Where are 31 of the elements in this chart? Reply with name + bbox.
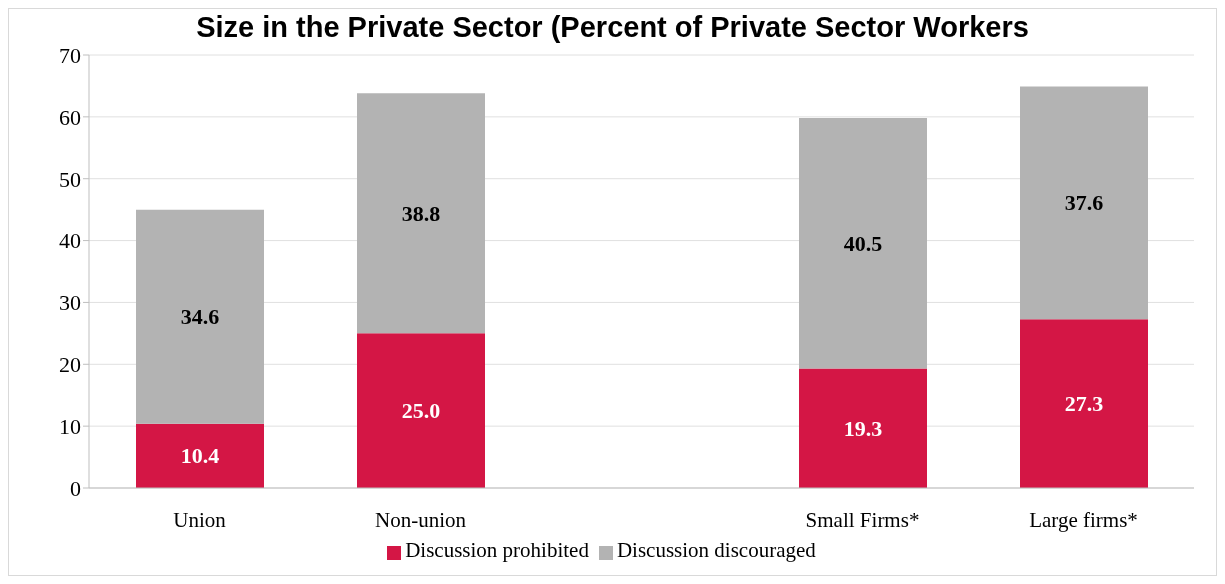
y-tick-label: 40 (59, 228, 81, 254)
x-tick-label: Large firms* (1029, 507, 1138, 532)
y-tick-label: 20 (59, 352, 81, 378)
x-tick-label: Small Firms* (805, 507, 920, 532)
bar (799, 368, 927, 488)
bar (357, 333, 485, 488)
bar (136, 209, 264, 424)
x-tick-label: Union (173, 507, 227, 532)
data-label: 34.6 (180, 304, 220, 330)
data-label: 37.6 (1064, 190, 1104, 216)
data-label: 27.3 (1064, 391, 1104, 417)
x-tick-label: Non-union (375, 507, 467, 532)
bar (357, 93, 485, 334)
bar (1020, 86, 1148, 320)
y-tick-label: 0 (70, 475, 81, 501)
y-tick-label: 10 (59, 413, 81, 439)
data-label: 38.8 (401, 200, 441, 226)
y-tick-label: 30 (59, 290, 81, 316)
data-label: 10.4 (180, 443, 220, 469)
data-label: 40.5 (843, 230, 883, 256)
bar (1020, 319, 1148, 488)
y-tick-label: 70 (59, 42, 81, 68)
legend-label: Discussion discouraged (616, 538, 816, 562)
legend-label: Discussion prohibited (405, 538, 589, 562)
bar (136, 423, 264, 488)
y-tick-label: 50 (59, 166, 81, 192)
y-tick-label: 60 (59, 104, 81, 130)
chart-title: Size in the Private Sector (Percent of Private Sector Workers (196, 11, 1029, 43)
data-label: 19.3 (843, 415, 883, 441)
bar (799, 118, 927, 369)
data-label: 25.0 (401, 398, 441, 424)
